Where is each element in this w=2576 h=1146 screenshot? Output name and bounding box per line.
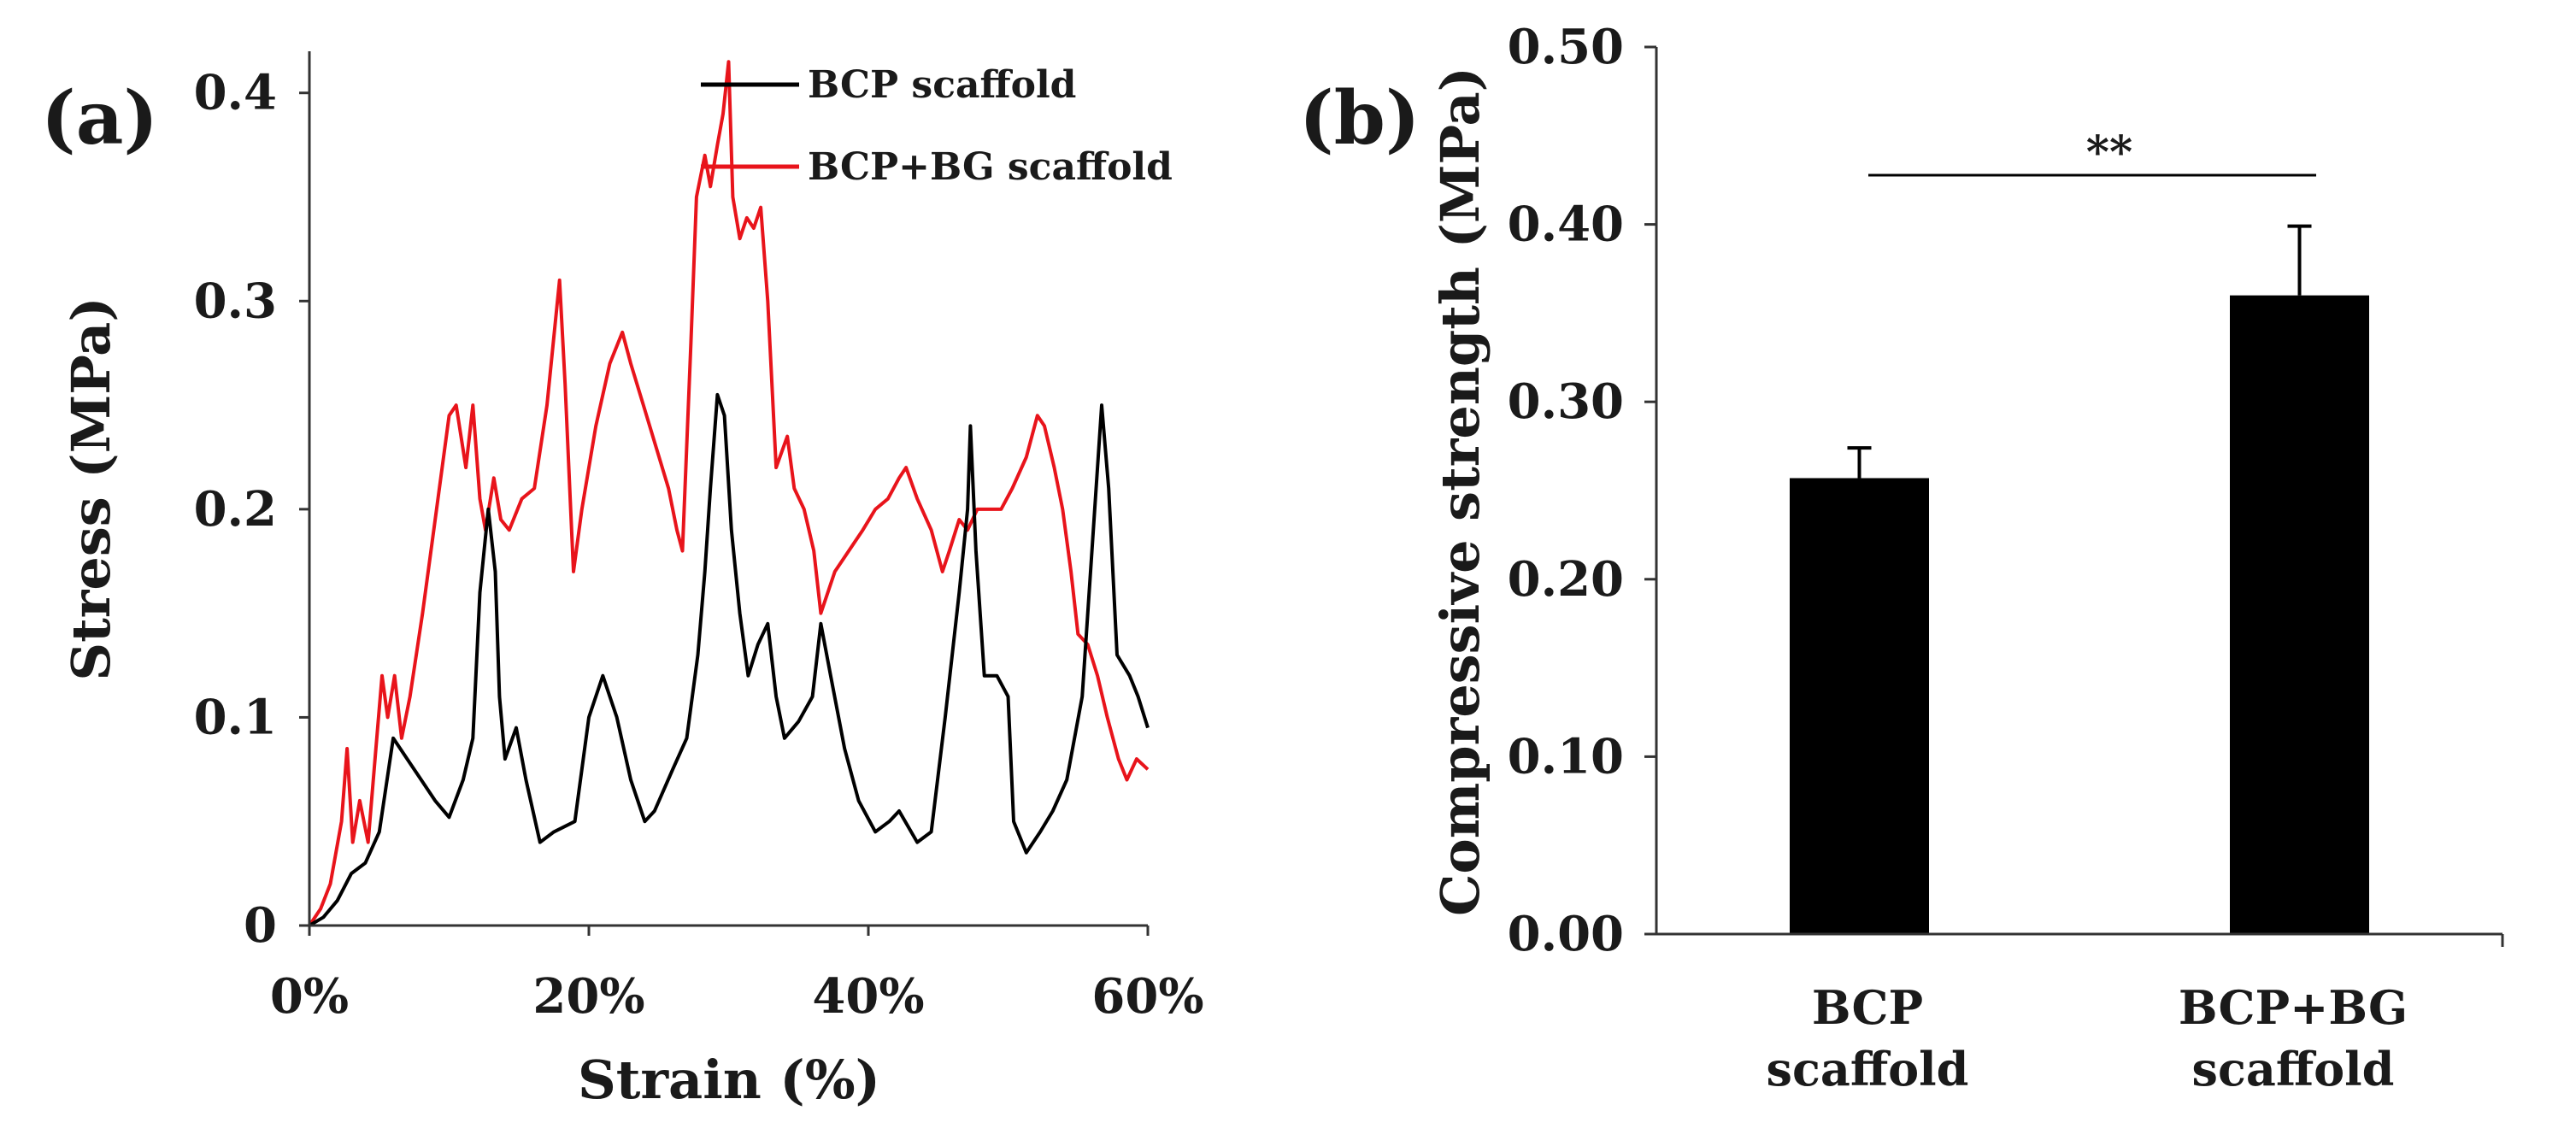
y-axis-title-b: Compressive strength (MPa): [1429, 67, 1491, 916]
y-tick-label-a: 0.2: [194, 481, 277, 538]
stress-strain-chart: (a) 00.10.20.30.40% 20% 40% 60% Strain (%) …: [41, 51, 1204, 1111]
legend: BCP scaffold BCP+BG scaffold: [701, 63, 1173, 189]
panel-a-label: (a): [41, 75, 158, 162]
legend-label-bcp-bg: BCP+BG scaffold: [808, 145, 1173, 189]
y-tick-label-a: 0: [244, 897, 277, 954]
category-label-bcp-line2: scaffold: [1767, 1042, 1969, 1096]
bar-bcp-bg: [2230, 295, 2369, 934]
y-axis-title-a: Stress (MPa): [60, 297, 122, 680]
category-label-bcp-bg-line1: BCP+BG: [2179, 980, 2408, 1035]
b-ticks: 0.00 0.10 0.20 0.30 0.40 0.50: [1508, 19, 1656, 962]
series-group: [308, 60, 1150, 927]
x-tick-label-a: 40%: [812, 968, 924, 1025]
y-tick-label-a: 0.3: [194, 273, 277, 329]
category-label-bcp-bg-line2: scaffold: [2192, 1042, 2395, 1096]
x-tick-label-a: 20%: [532, 968, 644, 1025]
y-tick-label-b: 0.40: [1508, 197, 1624, 253]
y-tick-label-b: 0.20: [1508, 551, 1624, 608]
x-tick-label-a: 0%: [270, 968, 349, 1025]
y-tick-label-b: 0.30: [1508, 373, 1624, 430]
bar-bcp: [1790, 478, 1929, 934]
x-axis-title-a: Strain (%): [578, 1049, 880, 1111]
y-tick-label-a: 0.1: [194, 689, 277, 745]
y-tick-label-b: 0.50: [1508, 19, 1624, 75]
category-label-bcp-line1: BCP: [1812, 980, 1923, 1035]
y-tick-label-b: 0.00: [1508, 906, 1624, 962]
panel-b-label: (b): [1299, 75, 1420, 162]
x-tick-label-a: 60%: [1091, 968, 1203, 1025]
significance-label: **: [2086, 126, 2132, 179]
y-tick-label-b: 0.10: [1508, 728, 1624, 785]
y-tick-label-a: 0.4: [194, 65, 277, 121]
compressive-strength-chart: (b) 0.00 0.10 0.20 0.30 0.40 0.50 BCP scaffol…: [1299, 19, 2504, 1096]
legend-label-bcp: BCP scaffold: [808, 63, 1076, 107]
series-line-bcp-bg-scaffold: [308, 60, 1150, 927]
bars-group: [1790, 224, 2369, 934]
series-line-bcp-scaffold: [308, 392, 1150, 927]
a-ticks: 0 0.1 0.2 0.3 0.4 0% 20% 40% 60%: [194, 65, 1204, 1025]
